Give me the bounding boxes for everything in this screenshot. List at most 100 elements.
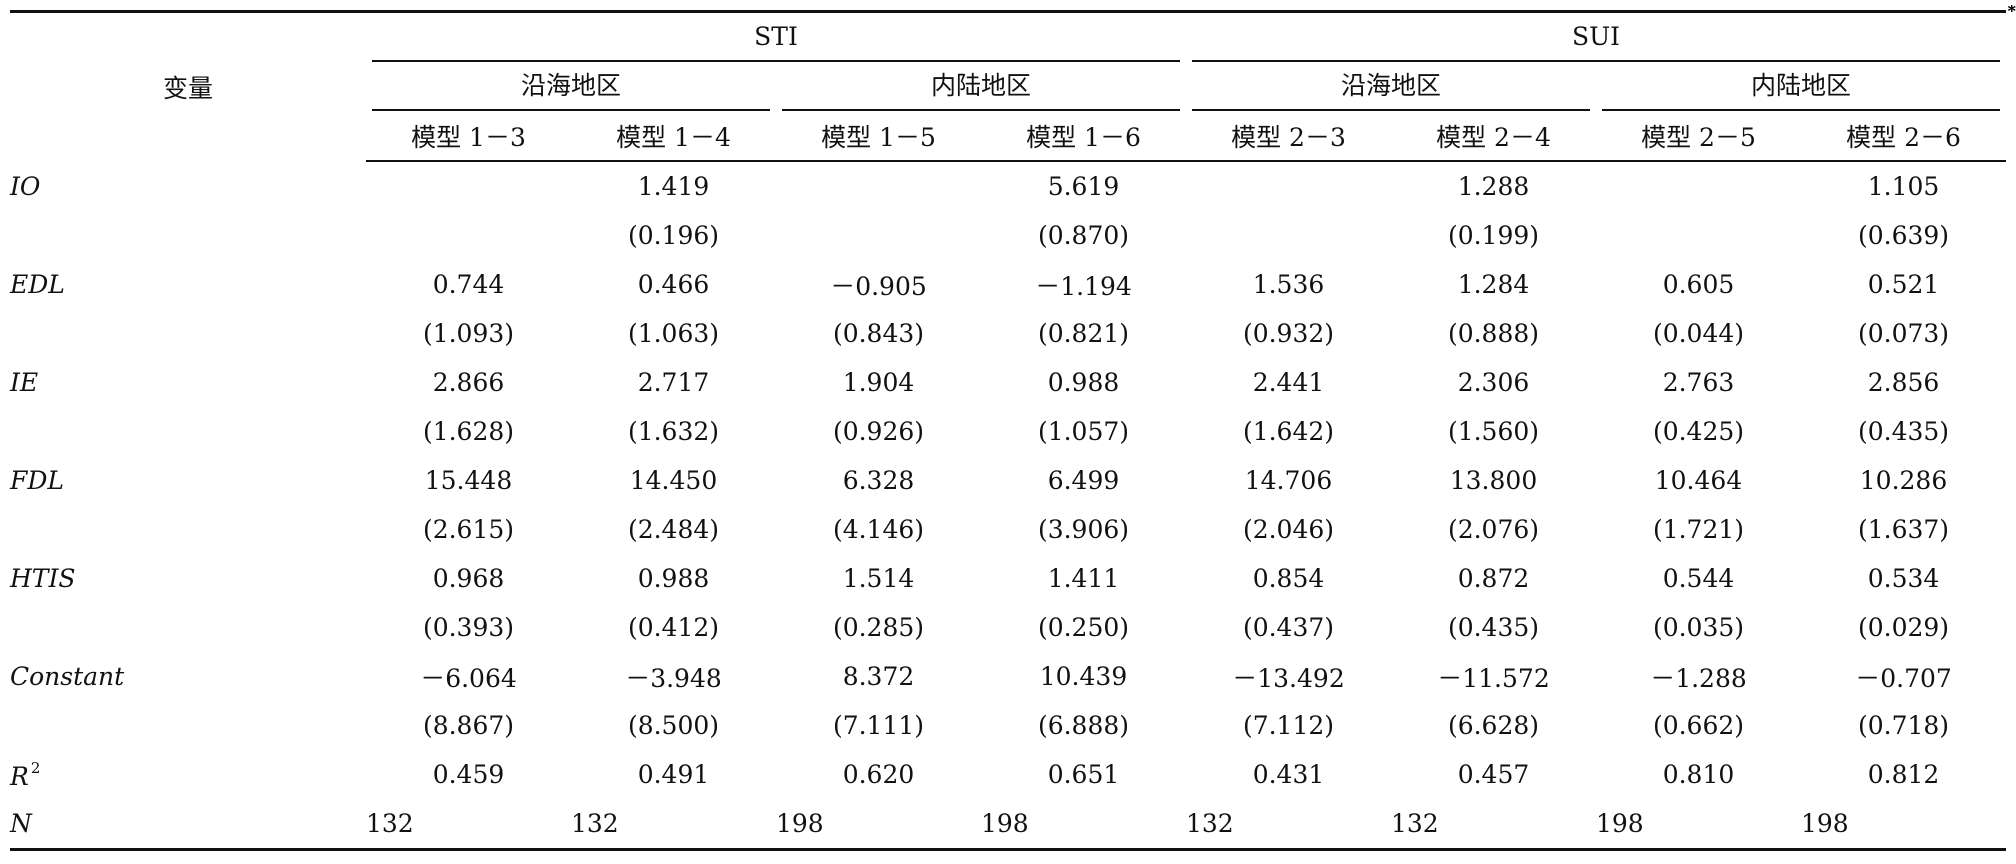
- blank-cell: [10, 505, 366, 554]
- coefficient-cell: [366, 161, 571, 211]
- coefficient-value: －1.194: [1035, 271, 1132, 301]
- standard-error-cell: (1.632): [627, 417, 720, 446]
- coefficient-row: HTIS0.968**0.988**1.514***1.411***0.854*…: [10, 2, 2016, 603]
- observations-value: 132: [1391, 809, 1439, 838]
- coefficient-row: Constant －6.064 －3.948 8.372 10.439 －13.492 * －…: [10, 2, 2016, 701]
- standard-error-cell: (0.250): [1037, 613, 1130, 642]
- standard-error-cell: (1.063): [627, 319, 720, 348]
- standard-error-cell: (0.639): [1857, 221, 1950, 250]
- coefficient-row: IE 2.866 2.717 1.904 * 0.988 2.441 2.306 2.763 **…: [10, 2, 2016, 407]
- variable-name: FDL: [10, 466, 64, 495]
- observations-value: 132: [571, 809, 619, 838]
- coefficient-value: 1.419: [637, 172, 710, 201]
- coefficient-cell: 0.605 ***: [1596, 2, 2016, 309]
- standard-error-cell: (1.093): [422, 319, 515, 348]
- coefficient-value: 0.521: [1867, 270, 1940, 299]
- standard-error-cell: (0.029): [1857, 613, 1950, 642]
- variable-name: IE: [10, 368, 39, 397]
- coefficient-value: 1.411: [1047, 564, 1120, 593]
- coefficient-value: 0.988: [637, 564, 710, 593]
- coefficient-cell: 0.466: [571, 260, 776, 309]
- coefficient-value: 10.286: [1859, 466, 1948, 495]
- standard-error-cell: (6.888): [1037, 711, 1130, 740]
- standard-error-cell: (0.199): [1447, 221, 1540, 250]
- standard-error-cell: (2.484): [627, 515, 720, 544]
- standard-error-cell: [1596, 211, 1801, 260]
- coefficient-cell: 2.856 ***: [1801, 2, 2016, 407]
- r-squared-row: R 2 0.459 0.491 0.620 0.651 0.431 0.457 0.810 0.8…: [10, 750, 2006, 799]
- coefficient-cell: －11.572: [1391, 652, 1596, 701]
- coefficient-value: 2.717: [637, 368, 710, 397]
- coefficient-cell: 10.439: [981, 652, 1186, 701]
- standard-error-row: (0.393) (0.412) (0.285) (0.250) (0.437) (0.43…: [10, 603, 2006, 652]
- standard-error-cell: (0.926): [832, 417, 925, 446]
- observations-value: 198: [1801, 809, 1849, 838]
- coefficient-cell: 6.328: [776, 456, 981, 505]
- r-squared-exponent: 2: [30, 758, 41, 777]
- coefficient-value: 1.904: [842, 368, 915, 397]
- coefficient-value: 2.763: [1662, 368, 1735, 397]
- standard-error-cell: (1.560): [1447, 417, 1540, 446]
- coefficient-cell: 1.411 ***: [981, 2, 2016, 603]
- standard-error-cell: (0.437): [1242, 613, 1335, 642]
- observations-value: 198: [1596, 809, 1644, 838]
- significance-stars: ***: [2008, 1, 2016, 20]
- significance-stars: ***: [2008, 1, 2016, 20]
- standard-error-row: (2.615) (2.484) (4.146) (3.906) (2.046) (2.07…: [10, 505, 2006, 554]
- regression-table: 变量 STI SUI 沿海地区 内陆地区 沿海地区 内陆地区 模型 1－3 模型…: [10, 2, 2016, 851]
- observations-value: 132: [366, 809, 414, 838]
- table-body: IO1.419***5.619***1.288***1.105(0.196)(0…: [10, 2, 2016, 850]
- standard-error-cell: (0.435): [1447, 613, 1540, 642]
- coefficient-value: 0.605: [1662, 270, 1735, 299]
- standard-error-cell: (6.628): [1447, 711, 1540, 740]
- blank-cell: [10, 603, 366, 652]
- coefficient-row: FDL15.448***14.450***6.3286.49914.706***…: [10, 2, 2016, 505]
- model-header: 模型 1－3: [366, 111, 571, 162]
- blank-cell: [10, 407, 366, 456]
- coefficient-value: －3.948: [625, 663, 722, 693]
- coefficient-value: 1.288: [1457, 172, 1530, 201]
- coefficient-cell: 14.450 ***: [571, 2, 2016, 505]
- coefficient-cell: 14.706 ***: [1186, 2, 2016, 505]
- coefficient-cell: －3.948: [571, 652, 776, 701]
- r-squared-value: 0.491: [637, 760, 710, 789]
- coefficient-value: 1.105: [1867, 172, 1940, 201]
- r-squared-value: 0.812: [1867, 760, 1940, 789]
- coefficient-cell: 5.619 ***: [981, 2, 2016, 211]
- coefficient-value: 0.466: [637, 270, 710, 299]
- coefficient-cell: －0.707: [1801, 652, 2006, 701]
- coefficient-cell: 1.284: [1391, 260, 1596, 309]
- blank-cell: [10, 309, 366, 358]
- standard-error-cell: (1.642): [1242, 417, 1335, 446]
- observations-value: 132: [1186, 809, 1234, 838]
- coefficient-cell: [1186, 161, 1391, 211]
- blank-cell: [10, 701, 366, 750]
- standard-error-cell: (0.843): [832, 319, 925, 348]
- coefficient-row: IO1.419***5.619***1.288***1.105: [10, 2, 2016, 211]
- standard-error-cell: (1.637): [1857, 515, 1950, 544]
- model-header: 模型 2－5: [1596, 111, 1801, 162]
- coefficient-cell: [1596, 161, 1801, 211]
- r-squared-letter: R: [10, 761, 29, 791]
- significance-stars: ***: [2008, 1, 2016, 20]
- coefficient-value: 13.800: [1449, 466, 1538, 495]
- standard-error-cell: (0.412): [627, 613, 720, 642]
- standard-error-cell: (8.500): [627, 711, 720, 740]
- model-header: 模型 1－4: [571, 111, 776, 162]
- coefficient-cell: 0.521 ***: [1801, 2, 2016, 309]
- coefficient-value: 10.439: [1039, 662, 1128, 691]
- coefficient-value: －1.288: [1650, 663, 1747, 693]
- model-header: 模型 1－5: [776, 111, 981, 162]
- coefficient-cell: [776, 161, 981, 211]
- coefficient-row: EDL 0.744 0.466 －0.905 －1.194 1.536 1.284 0.605…: [10, 2, 2016, 309]
- group-header-sui: SUI: [1186, 12, 2006, 63]
- significance-stars: ***: [2008, 1, 2016, 20]
- standard-error-cell: (0.821): [1037, 319, 1130, 348]
- standard-error-cell: (2.046): [1242, 515, 1335, 544]
- coefficient-value: －6.064: [420, 663, 517, 693]
- coefficient-cell: 10.464 ***: [1596, 2, 2016, 505]
- standard-error-cell: (0.196): [627, 221, 720, 250]
- coefficient-cell: 1.904 *: [776, 2, 2016, 407]
- standard-error-cell: (3.906): [1037, 515, 1130, 544]
